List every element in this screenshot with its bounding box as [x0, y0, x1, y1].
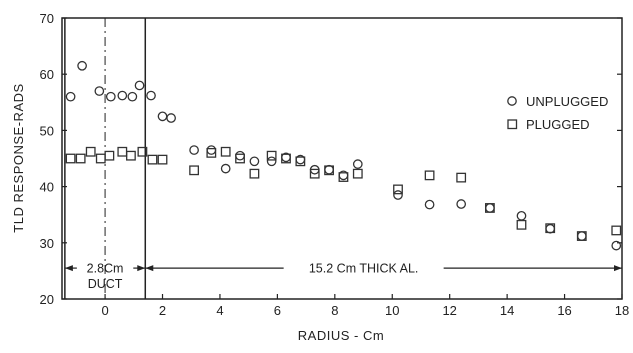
data-point-unplugged	[235, 150, 245, 161]
data-point-plugged	[309, 168, 320, 179]
data-point-unplugged	[146, 90, 156, 101]
data-point-unplugged	[266, 156, 277, 167]
data-marks	[65, 60, 622, 251]
data-point-plugged	[424, 170, 435, 181]
data-point-unplugged	[576, 231, 587, 241]
data-point-plugged	[220, 146, 231, 157]
data-point-unplugged	[424, 199, 435, 210]
data-point-plugged	[147, 154, 158, 165]
data-point-unplugged	[189, 145, 199, 155]
data-point-plugged	[137, 146, 148, 157]
data-point-plugged	[235, 153, 245, 164]
data-point-plugged	[516, 219, 527, 230]
data-point-unplugged	[117, 90, 128, 101]
data-point-plugged	[576, 231, 587, 241]
al-arrowhead-left	[145, 265, 154, 272]
data-point-unplugged	[105, 91, 116, 102]
data-point-plugged	[611, 225, 622, 236]
duct-arrowhead-right	[137, 265, 146, 272]
al-arrowhead-right	[614, 265, 622, 272]
data-point-plugged	[352, 168, 363, 179]
data-point-plugged	[324, 165, 334, 176]
data-point-plugged	[484, 203, 495, 213]
data-point-unplugged	[206, 145, 217, 155]
data-point-plugged	[249, 168, 260, 179]
data-point-unplugged	[352, 159, 363, 169]
x-tick-label: 6	[274, 303, 281, 318]
data-point-plugged	[281, 153, 291, 164]
data-point-unplugged	[157, 111, 168, 122]
data-point-plugged	[338, 172, 349, 182]
data-point-plugged	[95, 153, 106, 164]
x-tick-label: 18	[615, 303, 629, 318]
data-point-unplugged	[77, 60, 87, 71]
duct-label: DUCT	[88, 277, 123, 291]
data-point-plugged	[65, 153, 76, 164]
y-tick-label: 50	[40, 123, 54, 138]
x-axis-title: RADIUS - Cm	[298, 328, 384, 343]
data-point-plugged	[206, 147, 217, 158]
data-point-unplugged	[545, 223, 556, 234]
y-tick-label: 40	[40, 180, 54, 195]
data-point-plugged	[157, 154, 168, 165]
data-point-unplugged	[485, 203, 495, 213]
y-axis-ticks: 20 30 40 50 60 70	[40, 11, 622, 307]
y-tick-label: 60	[40, 67, 54, 82]
x-tick-label: 16	[557, 303, 571, 318]
data-point-unplugged	[516, 210, 527, 221]
legend-label-unplugged: UNPLUGGED	[526, 94, 608, 109]
x-tick-label: 8	[331, 303, 338, 318]
data-point-unplugged	[456, 199, 467, 209]
data-point-plugged	[266, 150, 277, 161]
x-tick-label: 12	[442, 303, 456, 318]
data-point-unplugged	[324, 164, 334, 175]
x-axis-ticks: 0 2 4 6 8 10 12 14 16 18	[101, 294, 629, 318]
duct-arrowhead-left	[64, 265, 73, 272]
data-point-plugged	[75, 153, 86, 164]
data-point-plugged	[85, 146, 96, 157]
data-point-unplugged	[134, 80, 145, 91]
data-point-plugged	[545, 223, 556, 234]
data-point-unplugged	[65, 91, 76, 102]
data-point-plugged	[126, 150, 136, 161]
data-point-unplugged	[94, 86, 105, 96]
data-point-plugged	[295, 156, 306, 167]
plot-frame	[61, 17, 623, 300]
x-tick-label: 2	[159, 303, 166, 318]
data-point-unplugged	[393, 190, 403, 200]
y-axis-title: TLD RESPONSE-RADS	[11, 83, 26, 232]
data-point-plugged	[104, 150, 115, 161]
duct-width-label: 2.8Cm	[87, 262, 124, 276]
data-point-unplugged	[611, 240, 622, 251]
data-point-plugged	[456, 172, 467, 183]
y-tick-label: 20	[40, 292, 54, 307]
data-point-plugged	[189, 165, 200, 176]
data-point-unplugged	[166, 113, 176, 123]
y-tick-label: 70	[40, 11, 54, 26]
legend: UNPLUGGED PLUGGED	[507, 94, 608, 132]
al-thickness-label: 15.2 Cm THICK AL.	[309, 262, 419, 276]
x-tick-label: 0	[101, 303, 108, 318]
y-tick-label: 30	[40, 236, 54, 251]
x-tick-label: 4	[216, 303, 223, 318]
legend-square-marker	[507, 119, 518, 130]
data-point-unplugged	[127, 91, 138, 102]
legend-label-plugged: PLUGGED	[526, 117, 590, 132]
x-tick-label: 14	[500, 303, 514, 318]
x-tick-label: 10	[385, 303, 399, 318]
legend-circle-marker	[507, 96, 517, 106]
data-point-plugged	[117, 146, 128, 157]
data-point-unplugged	[249, 156, 260, 167]
data-point-plugged	[393, 184, 403, 195]
data-point-unplugged	[220, 163, 231, 174]
